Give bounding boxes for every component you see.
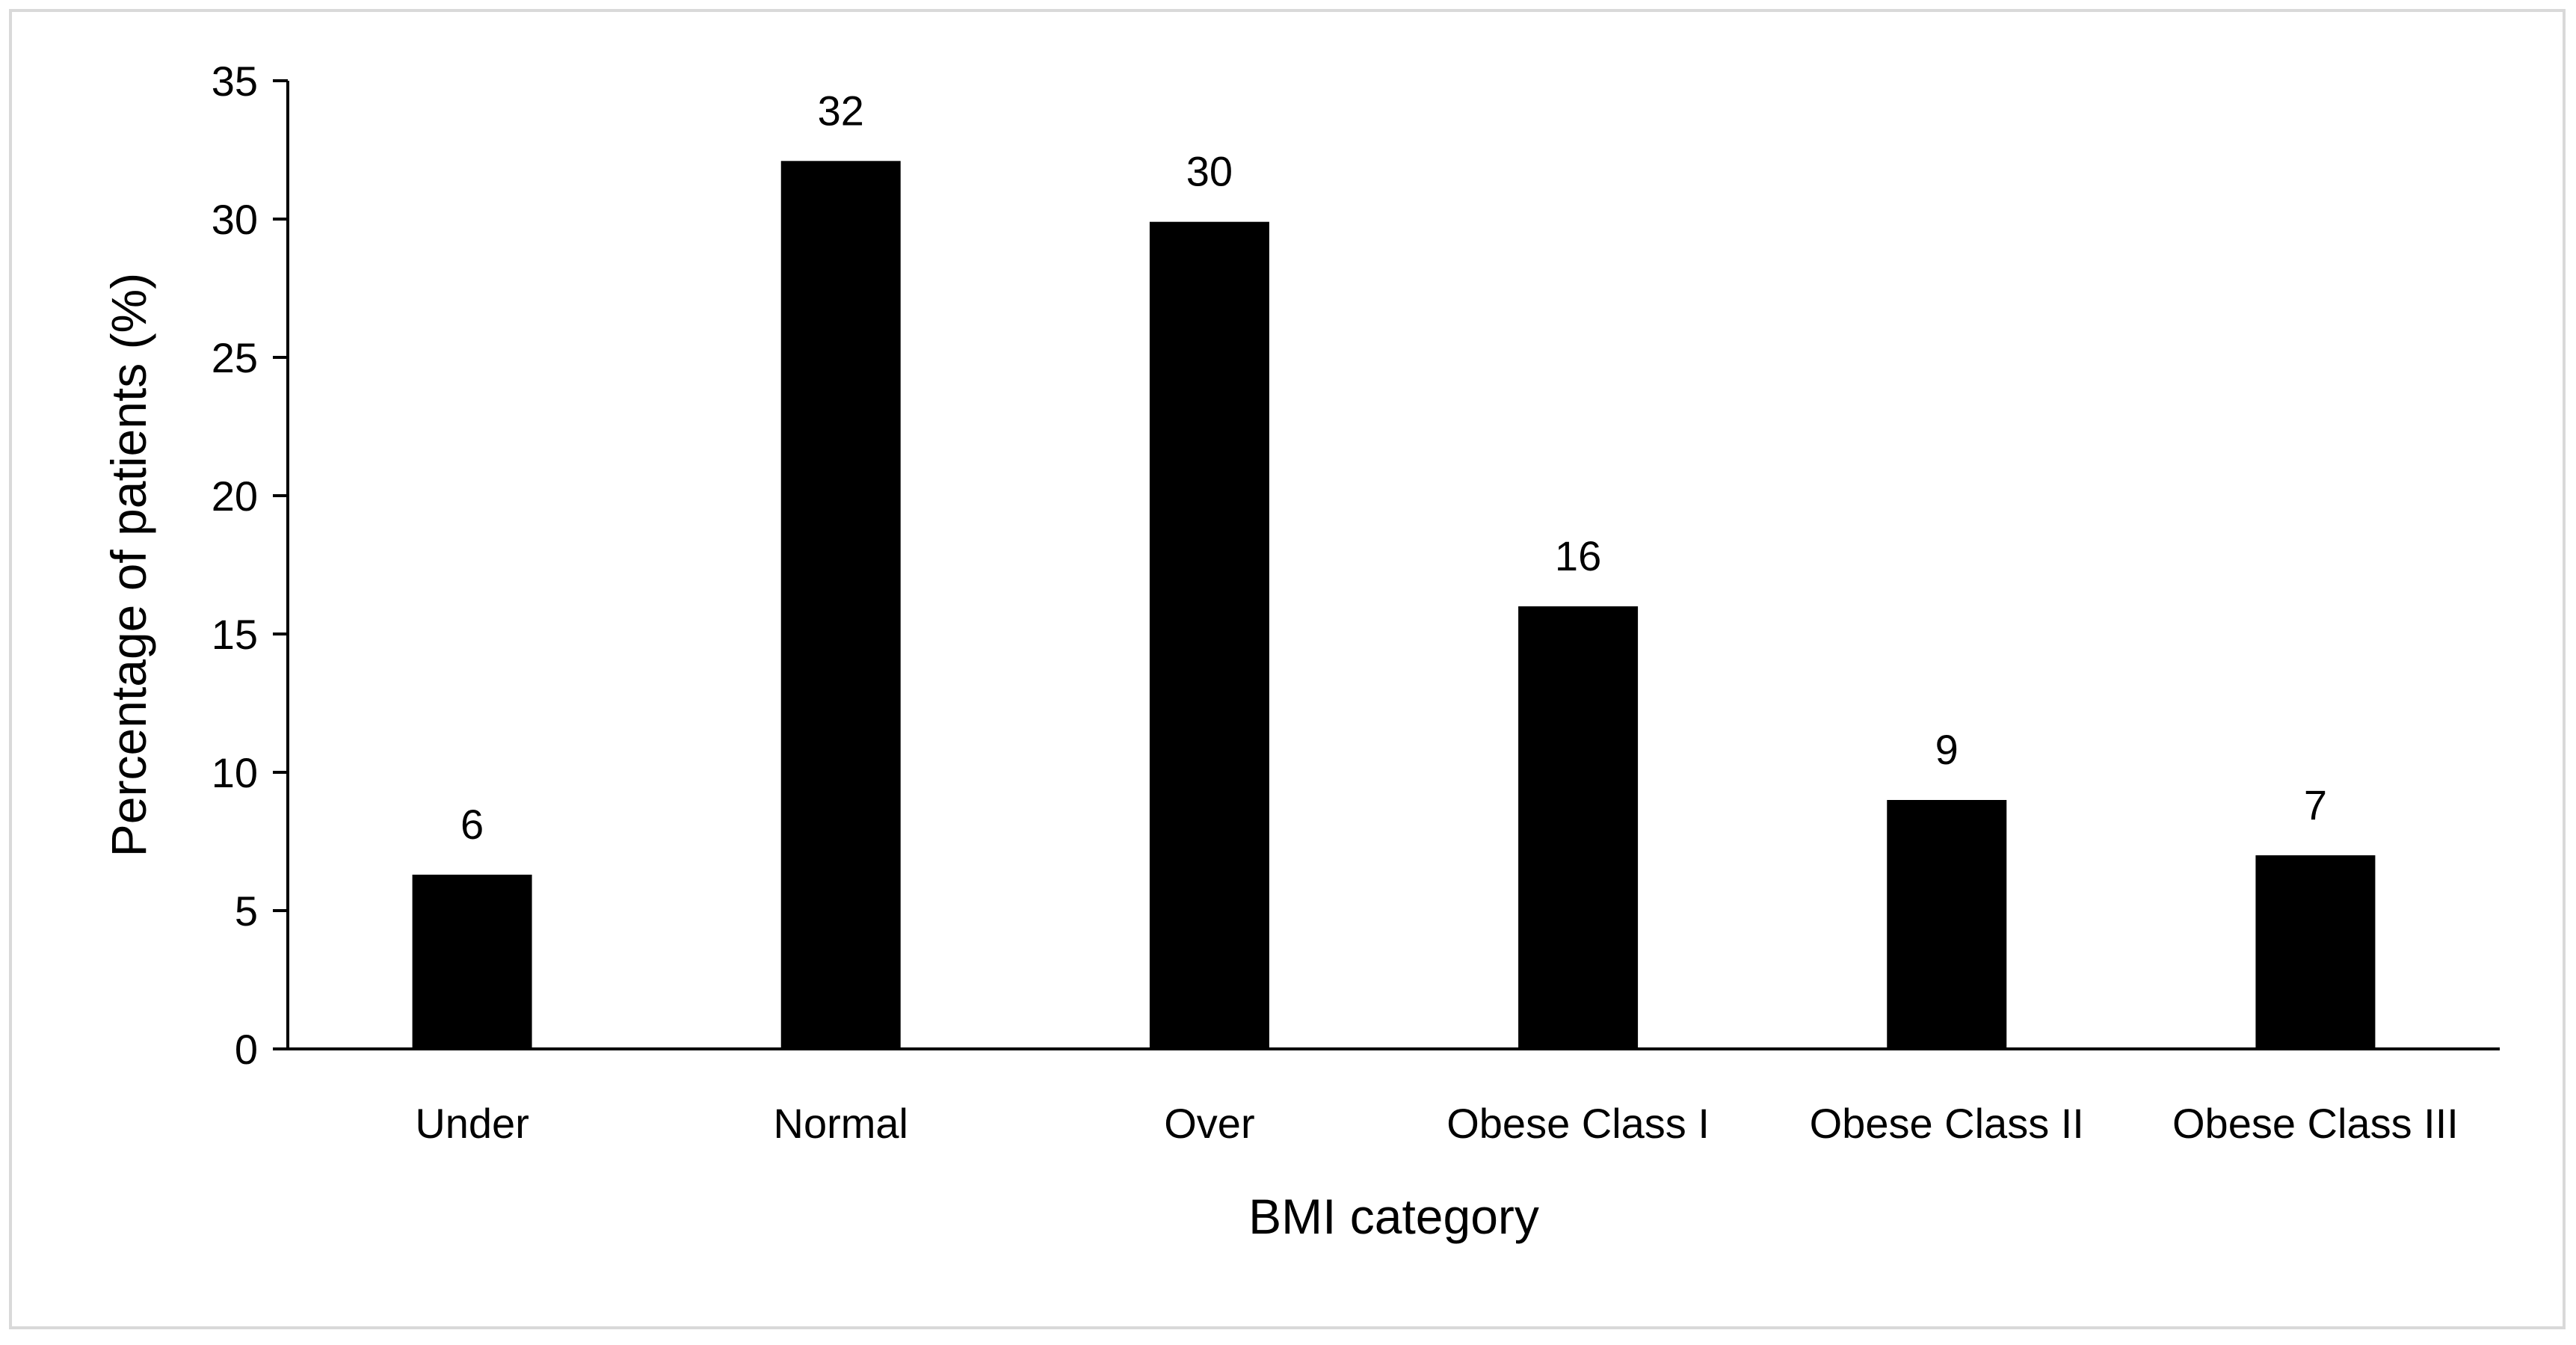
y-tick-label: 15 bbox=[212, 611, 258, 658]
chart-border bbox=[9, 9, 2566, 1329]
data-label: 32 bbox=[818, 87, 864, 134]
x-tick-label: Obese Class III bbox=[2172, 1100, 2459, 1147]
data-label: 30 bbox=[1186, 148, 1233, 195]
bar bbox=[1887, 800, 2007, 1049]
y-axis-ticks: 0 5 10 15 20 25 30 35 bbox=[212, 58, 288, 1073]
x-tick-label: Obese Class II bbox=[1810, 1100, 2084, 1147]
y-tick-label: 35 bbox=[212, 58, 258, 105]
y-tick-label: 10 bbox=[212, 749, 258, 796]
bars bbox=[412, 161, 2376, 1050]
x-tick-label: Under bbox=[415, 1100, 529, 1147]
bar bbox=[2255, 855, 2376, 1049]
y-tick-label: 5 bbox=[235, 887, 258, 935]
y-tick-label: 20 bbox=[212, 473, 258, 520]
x-tick-label: Obese Class I bbox=[1446, 1100, 1710, 1147]
x-tick-label: Over bbox=[1164, 1100, 1254, 1147]
x-axis-title: BMI category bbox=[1248, 1189, 1539, 1244]
y-axis-title: Percentage of patients (%) bbox=[101, 273, 156, 857]
bar bbox=[1518, 606, 1639, 1049]
y-tick-label: 30 bbox=[212, 196, 258, 243]
y-tick-label: 25 bbox=[212, 334, 258, 381]
bar bbox=[412, 874, 532, 1049]
y-tick-label: 0 bbox=[235, 1026, 258, 1073]
data-label: 9 bbox=[1935, 726, 1959, 773]
data-label: 7 bbox=[2304, 781, 2327, 828]
bar bbox=[1149, 221, 1269, 1050]
data-label: 6 bbox=[460, 801, 484, 848]
x-tick-label: Normal bbox=[774, 1100, 908, 1147]
x-axis-tick-labels: Under Normal Over Obese Class I Obese Class … bbox=[415, 1100, 2459, 1147]
data-labels: 6 32 30 16 9 7 bbox=[460, 87, 2327, 848]
data-label: 16 bbox=[1555, 532, 1601, 579]
bar bbox=[780, 161, 901, 1049]
